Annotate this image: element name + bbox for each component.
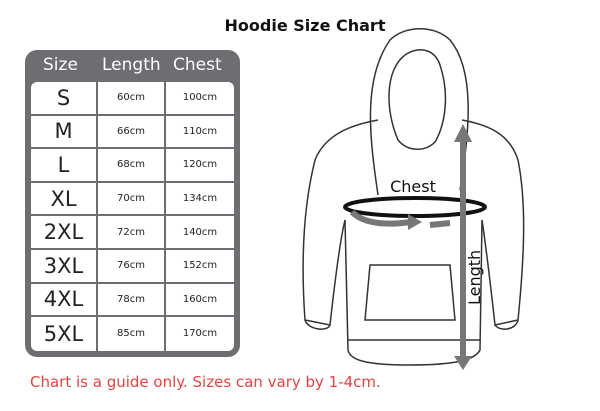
- header-chest: Chest: [173, 55, 222, 75]
- length-arrow-up-icon: [454, 124, 472, 142]
- chest-cell: 170cm: [182, 328, 218, 340]
- table-body: S 60cm 100cm M 66cm 110cm L 68cm 120cm XL 70cm 134c…: [31, 82, 234, 351]
- length-cell: 60cm: [98, 82, 166, 114]
- size-table: Size Length Chest S 60cm 100cm M 66cm 110cm L 6…: [25, 50, 240, 357]
- length-cell: 76cm: [98, 250, 166, 282]
- table-row: 5XL 85cm 170cm: [31, 317, 234, 351]
- hoodie-outline: [302, 28, 525, 366]
- length-cell: 72cm: [98, 216, 166, 248]
- table-row: M 66cm 110cm: [31, 115, 234, 150]
- size-cell: 3XL: [31, 250, 98, 282]
- chest-cell: 152cm: [182, 260, 218, 272]
- size-cell: 5XL: [31, 317, 98, 351]
- chest-cell: 134cm: [182, 193, 218, 205]
- header-length: Length: [102, 55, 161, 75]
- length-arrow: [460, 138, 466, 360]
- size-cell: 4XL: [31, 283, 98, 316]
- table-row: L 68cm 120cm: [31, 149, 234, 183]
- chest-cell: 140cm: [182, 226, 218, 238]
- chart-title: Hoodie Size Chart: [224, 16, 386, 35]
- table-row: 4XL 78cm 160cm: [31, 283, 234, 318]
- length-cell: 85cm: [98, 317, 166, 351]
- length-cell: 78cm: [98, 283, 166, 316]
- table-row: 3XL 76cm 152cm: [31, 250, 234, 284]
- size-cell: XL: [31, 182, 98, 215]
- size-cell: L: [31, 149, 98, 181]
- length-label: Length: [465, 250, 484, 305]
- length-cell: 68cm: [98, 149, 166, 181]
- table-row: XL 70cm 134cm: [31, 182, 234, 217]
- hoodie-diagram: Chest Length: [302, 28, 525, 370]
- table-row: 2XL 72cm 140cm: [31, 216, 234, 250]
- table-row: S 60cm 100cm: [31, 82, 234, 116]
- chest-cell: 100cm: [182, 92, 218, 104]
- length-cell: 66cm: [98, 115, 166, 148]
- length-cell: 70cm: [98, 182, 166, 215]
- chest-cell: 110cm: [182, 125, 218, 137]
- chest-label: Chest: [390, 177, 436, 196]
- disclaimer-note: Chart is a guide only. Sizes can vary by…: [30, 373, 381, 391]
- chest-cell: 160cm: [182, 293, 218, 305]
- size-cell: 2XL: [31, 216, 98, 248]
- chest-measure-ellipse: [343, 196, 487, 218]
- length-arrow-down-icon: [454, 356, 472, 370]
- header-size: Size: [43, 55, 78, 75]
- chest-arrowhead-icon: [408, 214, 422, 230]
- chest-cell: 120cm: [182, 159, 218, 171]
- chest-arrow: [349, 209, 411, 227]
- size-cell: S: [31, 82, 98, 114]
- size-cell: M: [31, 115, 98, 148]
